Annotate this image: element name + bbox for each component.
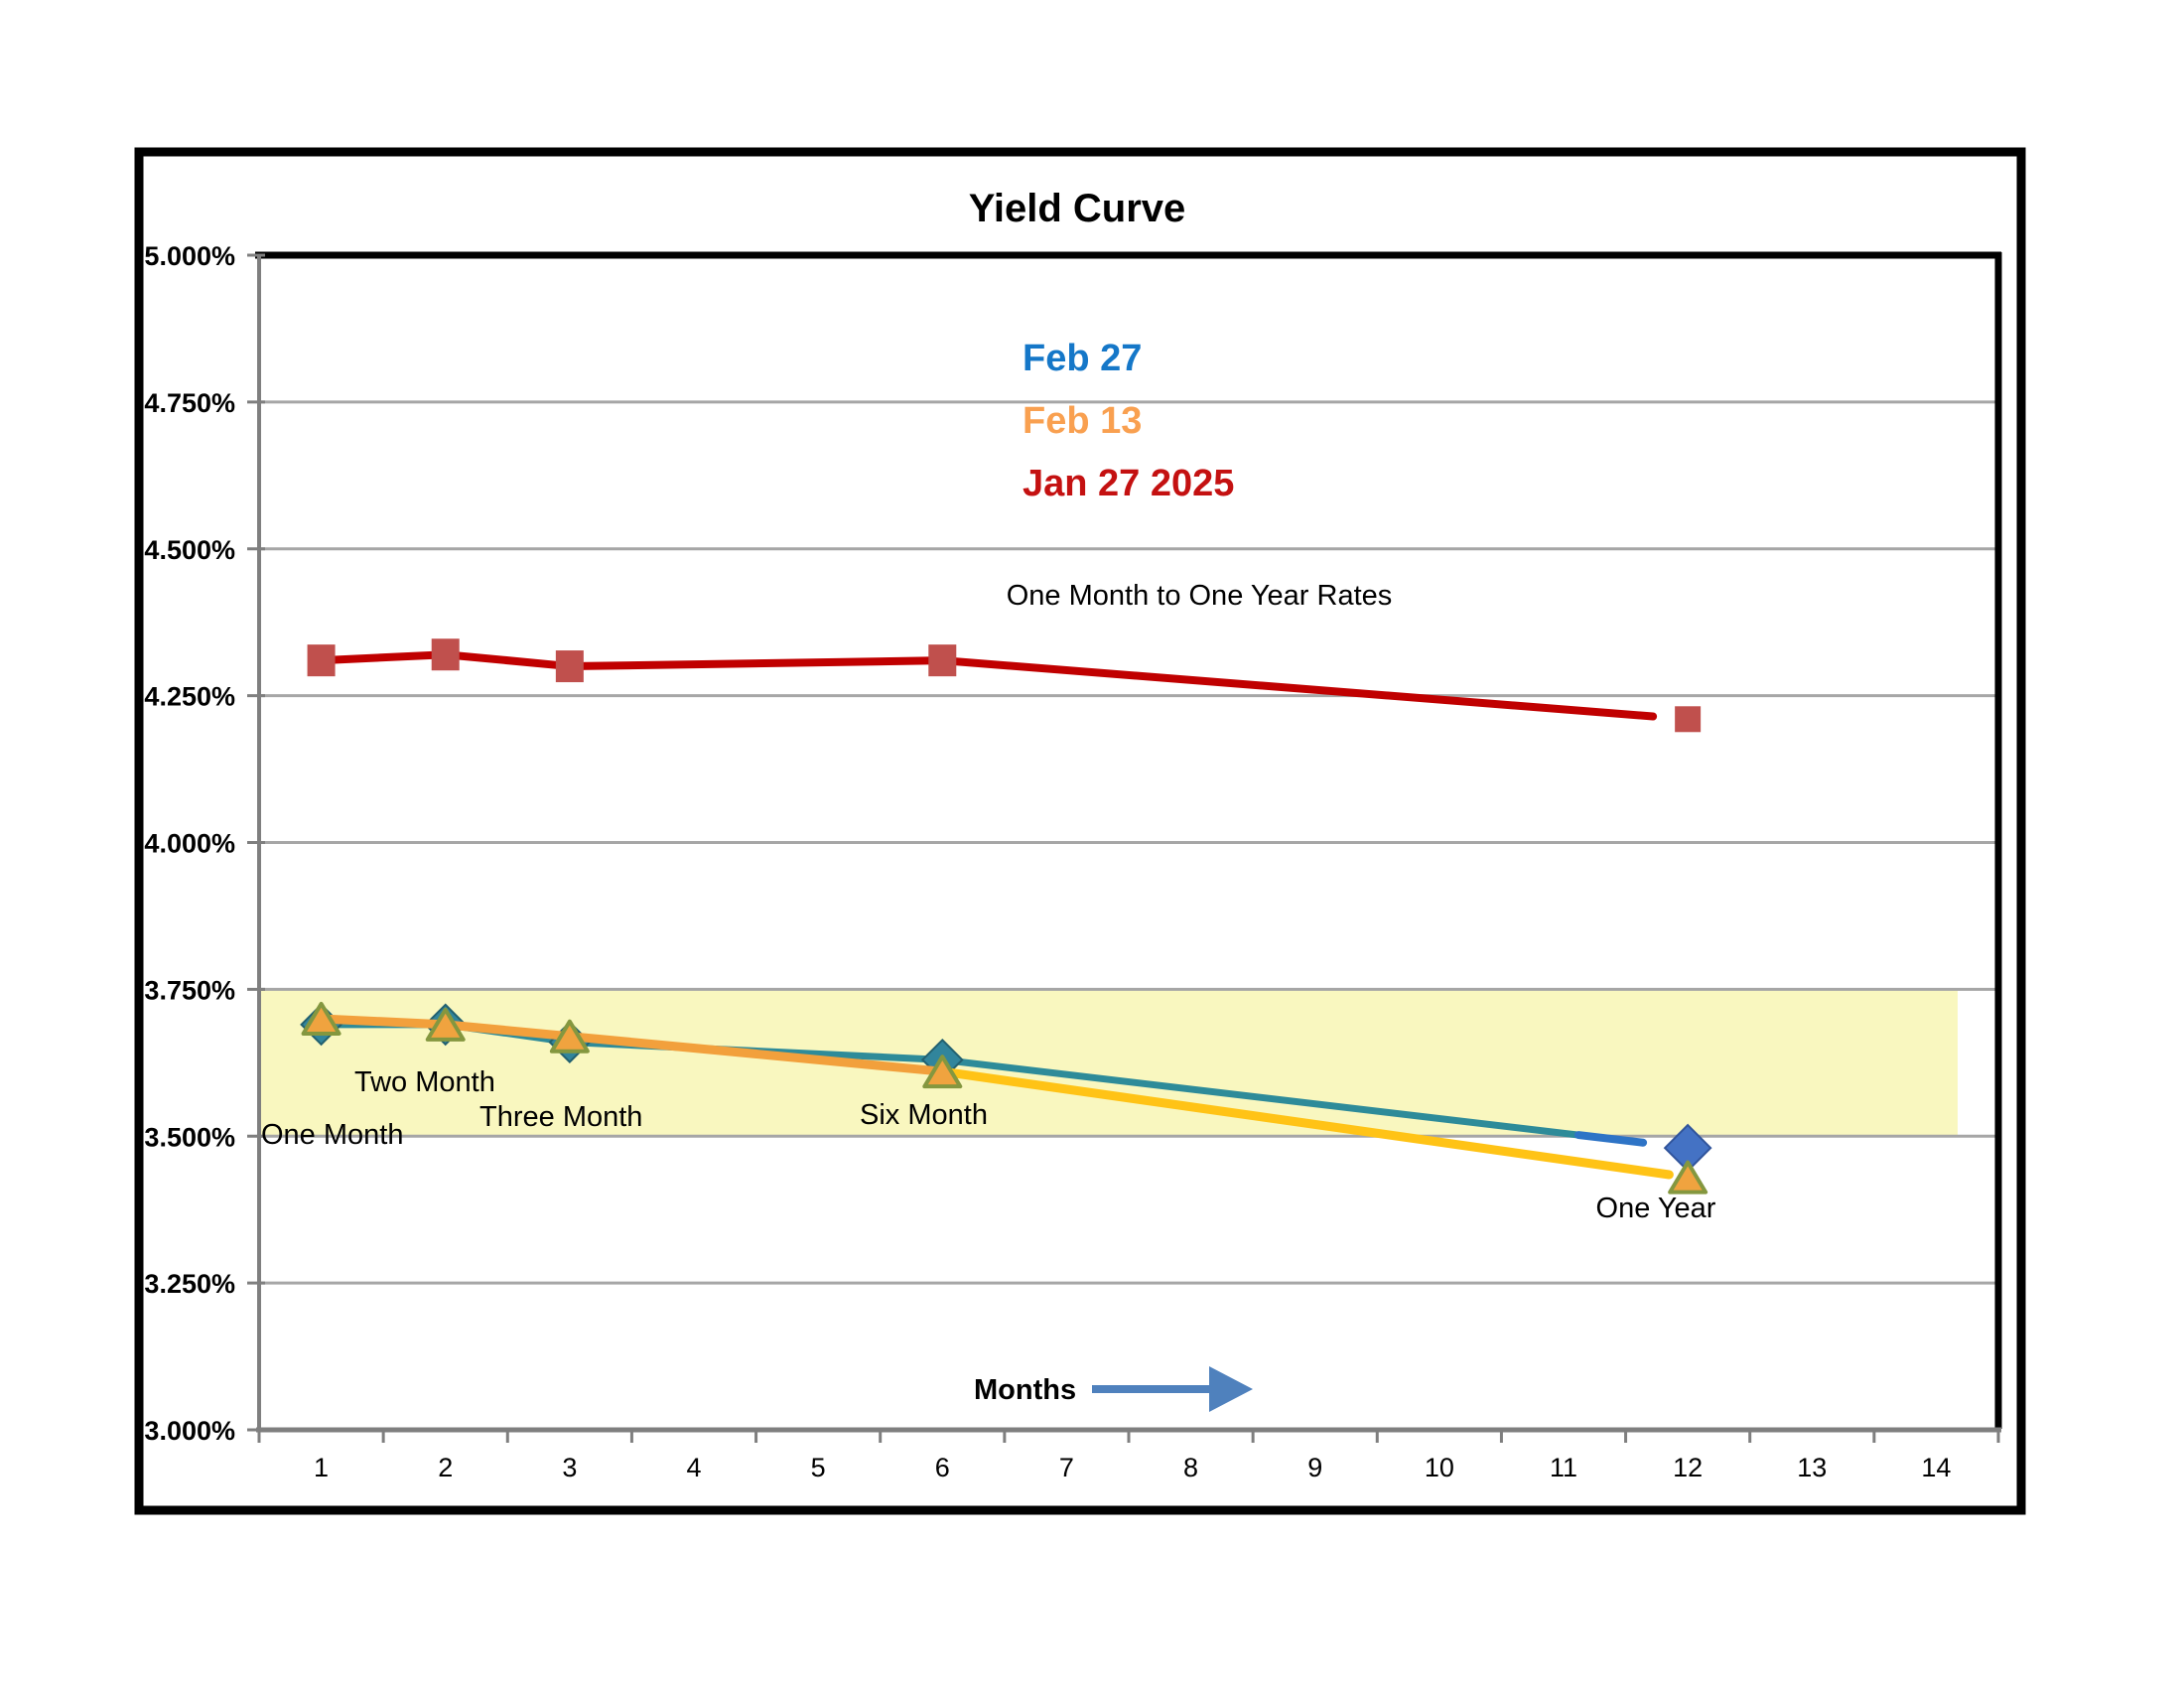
x-tick-label: 9 xyxy=(1307,1453,1322,1482)
x-tick-label: 3 xyxy=(562,1453,577,1482)
jan27-square-marker xyxy=(307,644,336,677)
y-tick-label: 3.000% xyxy=(144,1416,235,1446)
feb13-triangle-marker xyxy=(1668,1160,1708,1195)
annotation-one-year: One Year xyxy=(1595,1193,1716,1224)
y-tick-label: 4.750% xyxy=(144,388,235,418)
legend-feb-27: Feb 27 xyxy=(1023,338,1143,379)
y-tick-label: 5.000% xyxy=(144,241,235,271)
x-tick-label: 8 xyxy=(1183,1453,1198,1482)
x-tick-label: 2 xyxy=(438,1453,453,1482)
jan27-line xyxy=(317,650,1658,721)
y-tick-label: 3.750% xyxy=(144,975,235,1005)
x-tick-label: 1 xyxy=(314,1453,329,1482)
feb13-line xyxy=(317,1014,947,1076)
x-tick-label: 4 xyxy=(686,1453,701,1482)
chart-title: Yield Curve xyxy=(968,187,1186,230)
feb27-line-end xyxy=(1574,1131,1648,1147)
x-tick-label: 5 xyxy=(811,1453,826,1482)
feb13-triangle-marker xyxy=(922,1055,963,1089)
chart-subtitle: One Month to One Year Rates xyxy=(1006,580,1393,612)
feb13-line-end xyxy=(944,1067,1674,1180)
feb13-triangle-marker xyxy=(549,1019,590,1054)
jan27-square-marker xyxy=(928,644,957,677)
jan27-square-marker xyxy=(431,638,460,671)
y-tick-label: 4.000% xyxy=(144,829,235,859)
outer-border xyxy=(134,147,2026,1515)
y-tick-label: 3.500% xyxy=(144,1122,235,1152)
jan27-square-marker xyxy=(555,650,584,683)
y-tick-label: 4.250% xyxy=(144,682,235,712)
x-tick-label: 12 xyxy=(1673,1453,1703,1482)
legend-feb-13: Feb 13 xyxy=(1023,400,1143,442)
x-tick-label: 10 xyxy=(1425,1453,1454,1482)
highlight-band xyxy=(261,989,1958,1137)
feb13-triangle-marker xyxy=(425,1007,466,1042)
annotation-one-month: One Month xyxy=(261,1119,404,1151)
x-tick-label: 6 xyxy=(935,1453,950,1482)
y-tick-label: 3.250% xyxy=(144,1269,235,1299)
x-tick-label: 7 xyxy=(1059,1453,1074,1482)
annotation-three-month: Three Month xyxy=(479,1101,643,1133)
y-tick-label: 4.500% xyxy=(144,535,235,565)
x-tick-label: 13 xyxy=(1797,1453,1827,1482)
months-arrow-icon xyxy=(1209,1366,1253,1412)
feb13-triangle-marker xyxy=(301,1001,341,1036)
x-tick-label: 14 xyxy=(1921,1453,1951,1482)
annotation-two-month: Two Month xyxy=(354,1066,495,1098)
x-axis-label: Months xyxy=(974,1374,1077,1406)
legend-jan-27-2025: Jan 27 2025 xyxy=(1023,463,1235,504)
x-tick-label: 11 xyxy=(1550,1453,1577,1482)
jan27-square-marker xyxy=(1675,706,1702,733)
annotation-six-month: Six Month xyxy=(860,1099,988,1131)
